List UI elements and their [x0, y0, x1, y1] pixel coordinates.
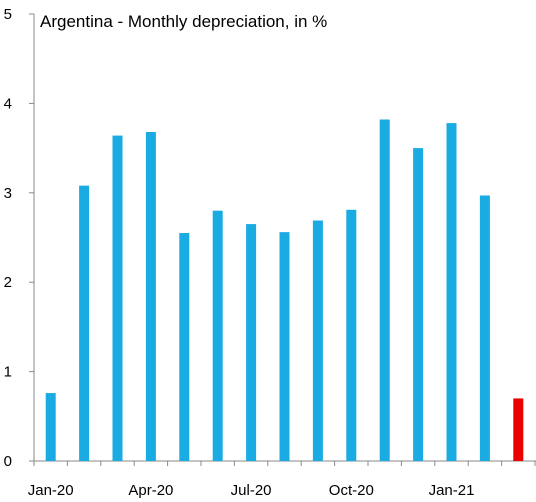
bar-apr-20 — [145, 132, 156, 461]
y-tick-label: 2 — [4, 274, 12, 291]
bar-feb-20 — [79, 185, 90, 461]
bar-jul-20 — [246, 224, 257, 461]
bar-mar-21 — [513, 398, 524, 461]
bar-mar-20 — [112, 135, 123, 462]
x-tick-label: Jan-21 — [429, 482, 475, 499]
y-tick-label: 4 — [4, 95, 12, 112]
x-tick-label: Apr-20 — [128, 482, 173, 499]
bar-sep-20 — [312, 220, 323, 461]
bar-oct-20 — [346, 209, 357, 461]
x-tick-label: Oct-20 — [329, 482, 374, 499]
chart-title: Argentina - Monthly depreciation, in % — [40, 12, 327, 31]
y-axis: 0 1 2 3 4 5 — [4, 6, 35, 470]
bar-jan-21 — [446, 123, 457, 462]
bars — [45, 119, 524, 462]
y-tick-label: 5 — [4, 6, 12, 23]
x-axis: Jan-20 Apr-20 Jul-20 Oct-20 Jan-21 — [28, 460, 536, 499]
bar-dec-20 — [413, 148, 424, 461]
bar-nov-20 — [379, 119, 390, 461]
y-tick-label: 3 — [4, 185, 12, 202]
bar-jun-20 — [212, 210, 223, 461]
y-tick-label: 0 — [4, 453, 12, 470]
x-tick-label: Jul-20 — [231, 482, 272, 499]
bar-feb-21 — [479, 195, 490, 461]
bar-may-20 — [179, 233, 190, 461]
y-tick-label: 1 — [4, 364, 12, 381]
x-tick-label: Jan-20 — [28, 482, 74, 499]
bar-jan-20 — [45, 393, 56, 461]
bar-aug-20 — [279, 232, 290, 461]
